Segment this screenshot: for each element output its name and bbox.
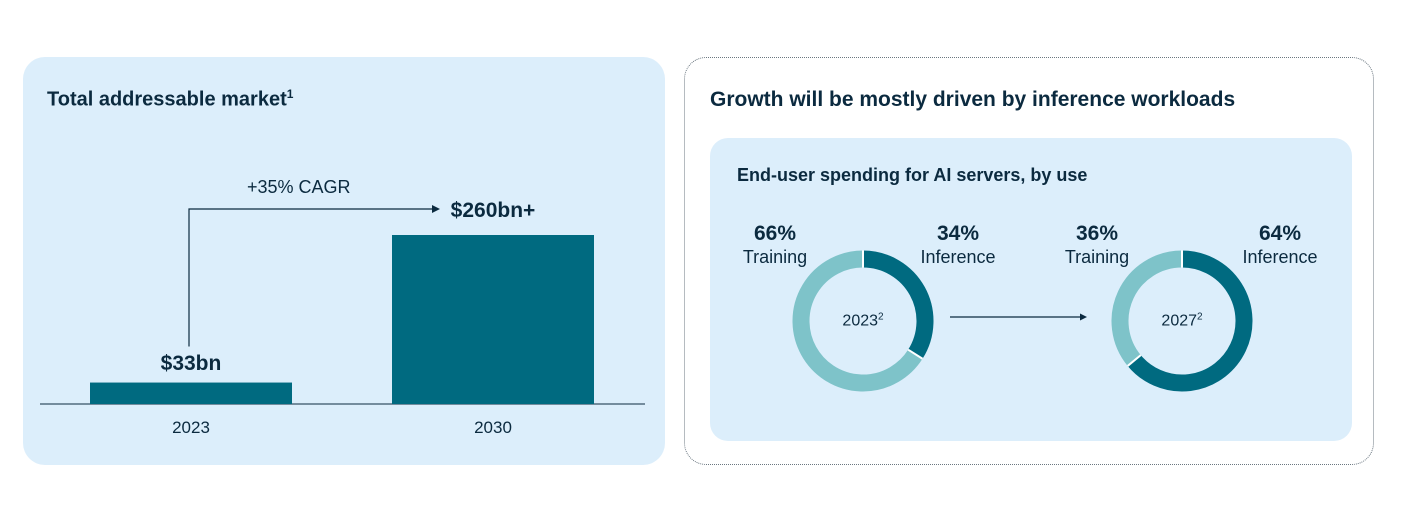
donut-2027-separator-1 xyxy=(1127,354,1142,367)
bar-value-label-2030: $260bn+ xyxy=(450,199,536,222)
donut-2023-inference-label: Inference xyxy=(920,247,996,267)
donut-2023-separator-1 xyxy=(907,348,924,360)
cagr-label: +35% CAGR xyxy=(247,177,351,197)
donut-2023-training-slice xyxy=(792,250,923,392)
donut-transition-arrow-head xyxy=(1080,313,1087,321)
donut-2027-inference-slice xyxy=(1127,250,1253,392)
bar-value-label-2023: $33bn xyxy=(160,352,222,375)
cagr-arrow-head xyxy=(432,205,440,213)
donut-2027-year: 20272 xyxy=(1161,311,1203,330)
ai-spending-subtitle: End-user spending for AI servers, by use xyxy=(737,165,1088,185)
growth-panel xyxy=(684,57,1374,465)
donut-2027-inference-pct: 64% xyxy=(1258,222,1302,245)
growth-title: Growth will be mostly driven by inferenc… xyxy=(710,88,1236,111)
donut-2023-inference-pct: 34% xyxy=(936,222,980,245)
donut-2027-training-pct: 36% xyxy=(1075,222,1119,245)
bar-2023 xyxy=(90,382,292,404)
donut-2023-inference-slice xyxy=(862,250,934,359)
bar-category-label-2030: 2030 xyxy=(474,418,512,437)
donut-2023-training-pct: 66% xyxy=(753,222,797,245)
donut-2027-training-label: Training xyxy=(1064,247,1130,267)
donut-2023-training-label: Training xyxy=(742,247,808,267)
donut-2023-year: 20232 xyxy=(842,311,884,330)
bar-category-label-2023: 2023 xyxy=(172,418,210,437)
donut-2023-footnote: 2 xyxy=(878,311,884,323)
cagr-arrow-line xyxy=(188,208,432,347)
donut-2027-footnote: 2 xyxy=(1197,311,1203,323)
tam-title: Total addressable market1 xyxy=(47,87,294,111)
donut-2027-inference-label: Inference xyxy=(1242,247,1318,267)
tam-title-footnote: 1 xyxy=(286,87,294,101)
donut-2027-training-slice xyxy=(1111,250,1183,366)
bar-2030 xyxy=(392,235,594,404)
